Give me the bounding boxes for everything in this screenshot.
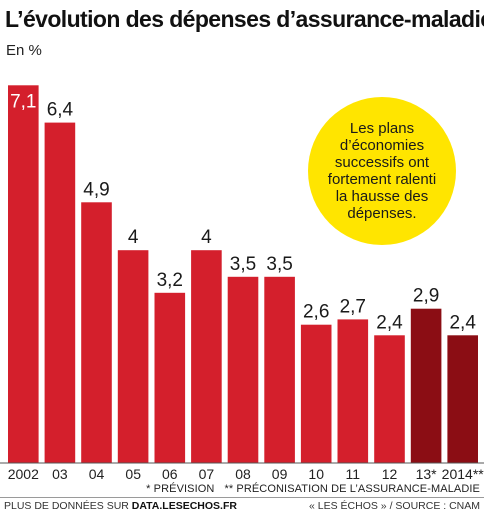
footnote-prevision: * PRÉVISION [146,483,215,495]
callout-bubble: Les plans d’économies successifs ont for… [308,97,456,245]
tick-label-9: 11 [346,466,361,482]
tick-label-5: 07 [199,466,215,482]
value-label-7: 3,5 [266,254,292,275]
bar-5 [191,250,222,463]
tick-label-8: 10 [308,466,324,482]
bar-10 [374,335,405,463]
tick-label-1: 03 [52,466,68,482]
bar-1 [44,122,76,463]
bar-8 [300,324,332,463]
tick-label-3: 05 [125,466,141,482]
tick-label-4: 06 [162,466,178,482]
bar-6 [227,276,259,463]
tick-label-12: 2014** [442,466,484,482]
value-label-10: 2,4 [376,312,403,333]
bar-3 [117,250,149,463]
footer: PLUS DE DONNÉES SUR DATA.LESECHOS.FR « L… [4,500,480,512]
bar-2 [81,202,112,464]
tick-label-7: 09 [272,466,288,482]
tick-label-2: 04 [89,466,105,482]
bar-12 [447,335,478,463]
x-tick-labels: 2002 03 04 05 06 07 08 09 10 11 12 13* 2014** [8,466,484,482]
footer-data-link[interactable]: DATA.LESECHOS.FR [131,500,237,512]
footer-divider [0,497,484,498]
bar-4 [154,292,186,463]
footnote-preconisation: ** PRÉCONISATION DE L’ASSURANCE-MALADIE [224,483,480,495]
footer-prefix: PLUS DE DONNÉES SUR [4,500,132,512]
value-label-5: 4 [201,227,212,248]
tick-label-0: 2002 [8,466,39,482]
chart-title: L’évolution des dépenses d’assurance-mal… [5,6,484,32]
callout-text: Les plans d’économies successifs ont for… [327,120,437,222]
value-label-11: 2,9 [413,286,439,307]
value-label-4: 3,2 [157,270,183,291]
footer-data-source: PLUS DE DONNÉES SUR DATA.LESECHOS.FR [4,500,237,512]
bars-layer: 7,1 6,4 4,9 4 3,2 4 3,5 3,5 2,6 2,7 2,4 2,9 2,4 [8,85,478,464]
value-label-3: 4 [128,227,139,248]
value-label-0: 7,1 [10,91,36,112]
bar-11 [410,308,442,463]
tick-label-11: 13* [416,466,438,482]
value-label-1: 6,4 [47,100,74,121]
bar-7 [264,276,295,463]
tick-label-6: 08 [235,466,251,482]
value-label-2: 4,9 [83,179,109,200]
footer-credit: « LES ÉCHOS » / SOURCE : CNAM [309,500,480,512]
value-label-8: 2,6 [303,302,329,323]
footnotes: * PRÉVISION ** PRÉCONISATION DE L’ASSURAN… [136,483,480,495]
value-label-12: 2,4 [449,312,476,333]
tick-label-10: 12 [382,466,398,482]
unit-label: En % [6,42,42,59]
bar-9 [337,319,369,463]
bar-0 [8,85,39,464]
value-label-9: 2,7 [340,296,366,317]
value-label-6: 3,5 [230,254,256,275]
